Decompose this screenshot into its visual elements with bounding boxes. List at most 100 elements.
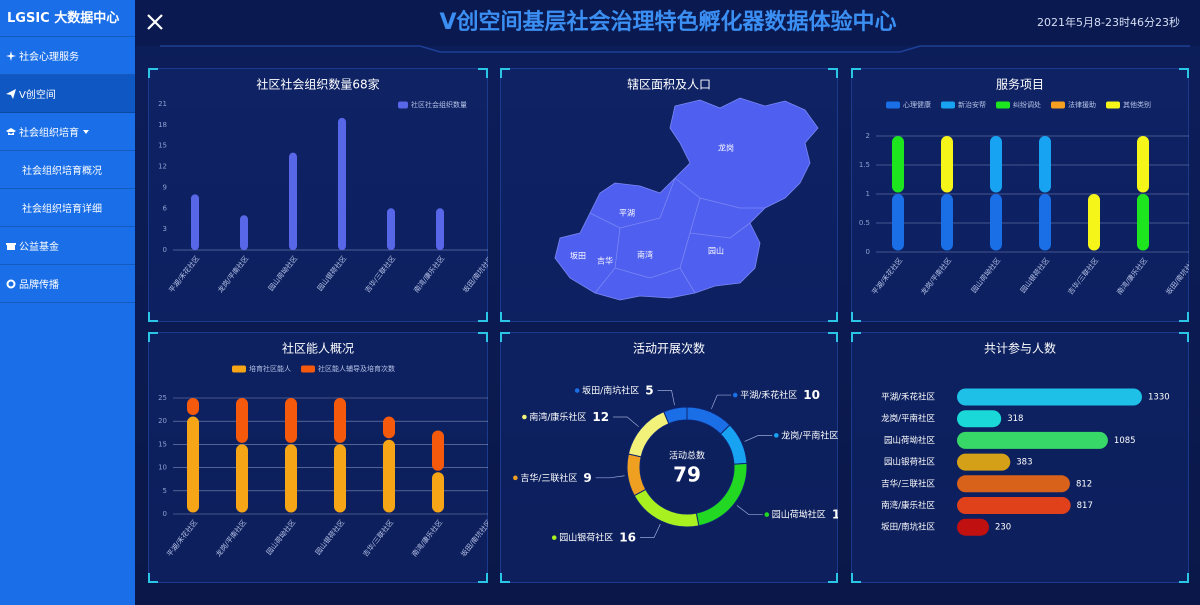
y-tick-label: 园山荷坳社区 xyxy=(884,435,936,446)
legend-label: 纠纷调处 xyxy=(1013,100,1041,109)
y-tick-label: 15 xyxy=(158,142,167,150)
value-label: 230 xyxy=(995,523,1011,533)
leader-line xyxy=(657,390,675,406)
bar-segment xyxy=(383,416,395,439)
bar-segment xyxy=(892,194,904,251)
map-label: 平湖 xyxy=(619,209,635,218)
header-line xyxy=(160,45,1190,53)
panel-corner xyxy=(478,573,488,583)
value-label: 1085 xyxy=(1114,436,1136,446)
bar-segment xyxy=(285,398,297,443)
legend-swatch xyxy=(301,365,315,373)
panel-corner xyxy=(148,312,158,322)
slice-label: 平湖/禾花社区 10 xyxy=(740,388,820,402)
panel-corner xyxy=(828,312,838,322)
sidebar-title: LGSIC 大数据中心 xyxy=(0,0,135,37)
panel-corner xyxy=(500,312,510,322)
center-label: 活动总数 xyxy=(669,450,705,462)
y-tick-label: 吉华/三联社区 xyxy=(881,478,935,489)
panel-bg xyxy=(851,332,1189,583)
bar-segment xyxy=(892,136,904,193)
slice-dot xyxy=(732,392,738,398)
slice-value: 16 xyxy=(619,530,636,544)
menu-item[interactable]: 社会组织培育概况 xyxy=(0,151,135,189)
menu-item[interactable]: 社会心理服务 xyxy=(0,37,135,75)
menu-item[interactable]: 社会组织培育 xyxy=(0,113,135,151)
slice-dot xyxy=(513,475,518,481)
map-label: 园山 xyxy=(708,246,724,256)
bar-segment xyxy=(236,444,248,513)
bar xyxy=(957,497,1071,514)
y-tick-label: 25 xyxy=(158,394,167,402)
panel-corner xyxy=(1179,312,1189,322)
donut-segment xyxy=(663,406,688,425)
leader-line xyxy=(595,475,625,479)
menu-item[interactable]: 品牌传播 xyxy=(0,265,135,303)
panel-corner xyxy=(828,68,838,78)
panel-corner xyxy=(500,573,510,583)
bar-segment xyxy=(334,444,346,513)
panel-corner xyxy=(828,573,838,583)
map-label: 吉华 xyxy=(597,256,613,266)
slice-label: 园山银荷社区 16 xyxy=(559,530,636,544)
menu-label: 公益基金 xyxy=(19,242,59,253)
slice-label: 吉华/三联社区 9 xyxy=(520,470,591,484)
panel-title: 活动开展次数 xyxy=(633,341,705,356)
legend-swatch xyxy=(1051,101,1065,109)
panel-bg xyxy=(148,68,488,322)
menu-item[interactable]: 公益基金 xyxy=(0,227,135,265)
menu-item[interactable]: 社会组织培育详细 xyxy=(0,189,135,227)
y-tick-label: 坂田/南坑社区 xyxy=(881,522,935,533)
y-tick-label: 0.5 xyxy=(859,219,870,227)
close-button[interactable] xyxy=(147,14,163,30)
panel-corner xyxy=(851,68,861,78)
bar-segment xyxy=(1039,136,1051,193)
bar-segment xyxy=(334,398,346,443)
slice-name: 坂田/南坑社区 xyxy=(582,384,639,396)
caret xyxy=(83,129,89,134)
leader-line xyxy=(736,505,763,515)
bar-segment xyxy=(187,398,199,416)
y-tick-label: 1 xyxy=(866,190,870,198)
map-label: 坂田 xyxy=(570,251,586,261)
leader-line xyxy=(744,435,773,442)
slice-dot xyxy=(764,512,770,517)
slice-name: 园山银荷社区 xyxy=(559,531,613,543)
slice-label: 坂田/南坑社区 5 xyxy=(582,383,653,397)
bar xyxy=(957,518,989,536)
value-label: 812 xyxy=(1076,479,1092,489)
slice-name: 龙岗/平南社区 xyxy=(781,429,838,441)
menu-icon xyxy=(6,279,16,288)
legend-swatch xyxy=(941,101,955,109)
leader-line xyxy=(711,394,732,410)
slice-dot xyxy=(522,414,527,420)
panel-corner xyxy=(148,573,158,583)
legend-label: 法律援助 xyxy=(1068,100,1096,109)
legend-swatch xyxy=(996,101,1010,109)
slice-value: 10 xyxy=(803,388,820,402)
bar xyxy=(957,410,1002,428)
legend-swatch xyxy=(1106,101,1120,109)
legend-swatch xyxy=(398,101,408,109)
slice-name: 平湖/禾花社区 xyxy=(740,389,797,401)
panel-corner xyxy=(851,312,861,322)
y-tick-label: 0 xyxy=(163,246,167,254)
y-tick-label: 20 xyxy=(158,417,167,425)
panel-title: 社区能人概况 xyxy=(282,341,354,356)
bar xyxy=(957,431,1108,449)
legend-label: 心理健康 xyxy=(903,100,931,109)
y-tick-label: 5 xyxy=(163,487,167,495)
menu-icon xyxy=(6,88,16,99)
bar xyxy=(387,208,395,250)
menu-item[interactable]: V创空间 xyxy=(0,75,135,113)
legend-label: 培育社区能人 xyxy=(249,364,291,373)
bar-segment xyxy=(187,416,199,513)
panel-corner xyxy=(478,312,488,322)
panel-corner xyxy=(500,332,510,342)
bar xyxy=(289,152,297,250)
y-tick-label: 南湾/康乐社区 xyxy=(881,500,935,511)
slice-value: 18 xyxy=(832,507,849,521)
panel-title: 服务项目 xyxy=(996,77,1044,92)
